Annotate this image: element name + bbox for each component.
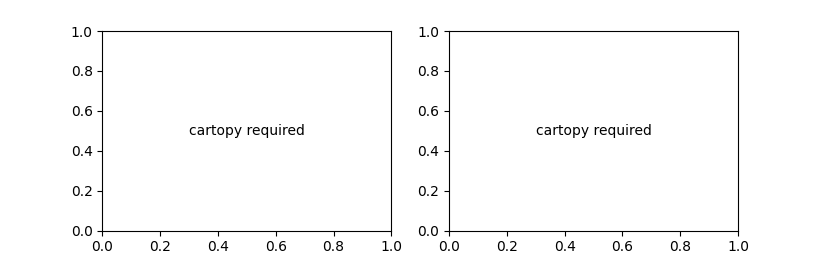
Text: cartopy required: cartopy required [535,124,651,138]
Text: cartopy required: cartopy required [188,124,305,138]
